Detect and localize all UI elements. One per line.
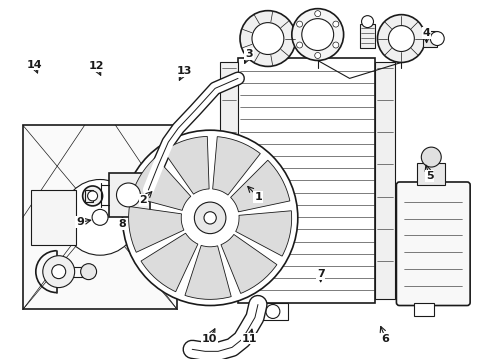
Text: 1: 1 <box>254 192 262 202</box>
Circle shape <box>117 183 141 207</box>
Wedge shape <box>236 211 292 256</box>
Text: 14: 14 <box>26 59 42 69</box>
Wedge shape <box>221 234 277 293</box>
Circle shape <box>43 256 74 288</box>
Circle shape <box>315 53 321 58</box>
Wedge shape <box>141 233 198 292</box>
Text: 13: 13 <box>176 66 192 76</box>
Circle shape <box>302 19 334 50</box>
Text: 6: 6 <box>382 333 390 343</box>
Circle shape <box>292 9 343 60</box>
Bar <box>31 190 75 244</box>
Circle shape <box>296 21 303 27</box>
Circle shape <box>333 42 339 48</box>
Circle shape <box>122 130 298 306</box>
Circle shape <box>421 147 441 167</box>
Wedge shape <box>163 136 209 194</box>
Circle shape <box>315 11 321 17</box>
Bar <box>415 302 434 316</box>
Circle shape <box>252 23 284 54</box>
Circle shape <box>83 186 102 206</box>
Bar <box>417 163 445 185</box>
Circle shape <box>362 15 373 28</box>
Circle shape <box>377 15 425 62</box>
Text: 8: 8 <box>118 219 126 229</box>
Text: 2: 2 <box>140 195 147 205</box>
Circle shape <box>204 212 216 224</box>
Circle shape <box>240 11 296 67</box>
Bar <box>220 62 238 298</box>
Bar <box>23 125 177 310</box>
Bar <box>423 31 437 46</box>
Wedge shape <box>185 246 231 300</box>
Bar <box>238 58 375 302</box>
Circle shape <box>430 32 444 45</box>
Circle shape <box>266 305 280 319</box>
Circle shape <box>195 202 226 234</box>
Bar <box>375 62 395 298</box>
Circle shape <box>389 26 415 51</box>
Text: 9: 9 <box>76 217 84 227</box>
FancyBboxPatch shape <box>396 182 470 306</box>
Circle shape <box>92 210 108 225</box>
Bar <box>108 173 150 217</box>
Circle shape <box>52 265 66 279</box>
Wedge shape <box>128 207 184 252</box>
Circle shape <box>333 21 339 27</box>
Circle shape <box>88 191 98 201</box>
Wedge shape <box>213 137 260 195</box>
Text: 5: 5 <box>426 171 433 181</box>
Bar <box>360 24 375 48</box>
Wedge shape <box>131 157 191 210</box>
Circle shape <box>81 264 97 280</box>
Text: 7: 7 <box>317 269 324 279</box>
Text: 12: 12 <box>88 61 104 71</box>
Wedge shape <box>231 160 290 212</box>
Bar <box>85 190 93 202</box>
Bar <box>258 302 288 320</box>
Circle shape <box>62 180 138 255</box>
Bar <box>258 41 288 58</box>
Text: 4: 4 <box>423 28 431 38</box>
Text: 3: 3 <box>245 49 253 59</box>
Circle shape <box>296 42 303 48</box>
Circle shape <box>266 44 280 58</box>
Text: 11: 11 <box>242 333 258 343</box>
Text: 10: 10 <box>202 333 218 343</box>
